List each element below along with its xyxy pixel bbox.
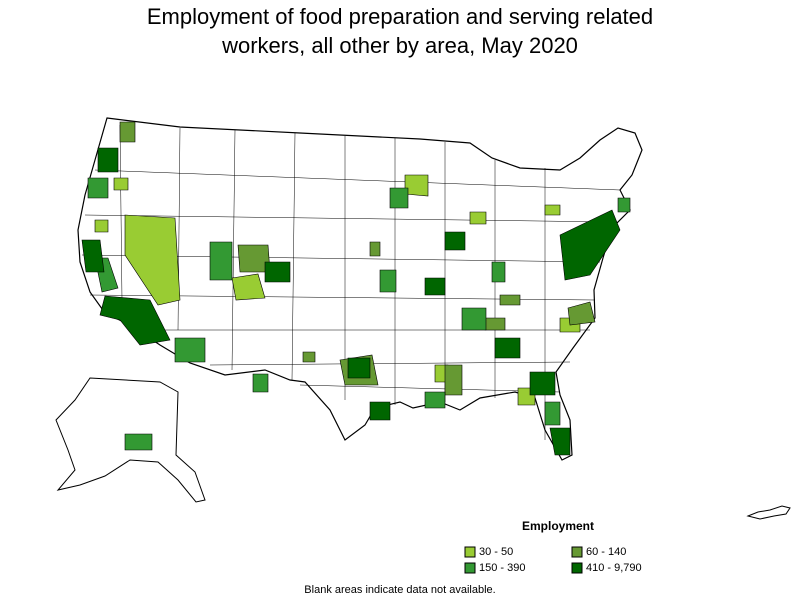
area-arizona-south — [174, 337, 206, 363]
area-washington-north — [119, 121, 136, 143]
legend-swatches — [464, 546, 583, 574]
area-florida-south — [549, 427, 571, 456]
area-pennsylvania-west — [544, 204, 561, 216]
area-bay-area — [81, 239, 105, 273]
legend-label-30-50: 30 - 50 — [479, 546, 514, 558]
area-seattle — [97, 147, 119, 173]
area-eastern-colorado — [231, 273, 266, 301]
area-oregon-central — [94, 219, 109, 233]
area-north-dakota — [404, 174, 429, 197]
area-alabama-south — [424, 391, 446, 409]
area-kentucky — [499, 294, 521, 306]
legend-swatch-30-50 — [464, 546, 476, 558]
area-missouri — [461, 307, 487, 331]
legend-swatch-410-9790 — [571, 562, 583, 574]
legend-label-410-9790: 410 - 9,790 — [586, 562, 642, 574]
legend-swatch-60-140 — [571, 546, 583, 558]
area-dallas — [347, 357, 371, 379]
area-utah-north — [209, 241, 233, 281]
legend-title: Employment — [522, 519, 595, 533]
area-alaska-anchorage — [124, 433, 153, 451]
blank-areas-note: Blank areas indicate data not available. — [304, 584, 496, 596]
title-line-1: Employment of food preparation and servi… — [146, 4, 654, 29]
area-oregon-west — [87, 177, 109, 199]
area-florida-north — [529, 371, 556, 396]
area-southern-california — [99, 295, 171, 346]
area-carolinas — [567, 301, 596, 326]
legend-swatch-150-390 — [464, 562, 476, 574]
area-new-mexico-south — [252, 373, 269, 393]
area-houston — [369, 401, 391, 421]
area-indiana — [491, 261, 506, 283]
area-minnesota — [389, 187, 409, 209]
area-northeast-corridor — [559, 209, 621, 281]
hawaii-outline — [746, 505, 791, 520]
area-michigan-north — [469, 211, 487, 225]
area-kansas — [379, 269, 397, 293]
area-florida-central — [544, 401, 561, 426]
area-iowa — [369, 241, 381, 257]
area-atlanta — [494, 337, 521, 359]
area-st-louis — [424, 277, 446, 296]
data-areas — [81, 121, 631, 456]
map-title: Employment of food preparation and servi… — [0, 2, 800, 60]
area-west-texas — [302, 351, 316, 363]
area-louisiana — [444, 364, 463, 396]
area-nevada — [124, 214, 181, 306]
legend-label-60-140: 60 - 140 — [586, 546, 627, 558]
area-eastern-washington — [113, 177, 129, 191]
legend-label-150-390: 150 - 390 — [479, 562, 526, 574]
area-tennessee — [484, 317, 506, 331]
area-chicago — [444, 231, 466, 251]
area-denver — [264, 261, 291, 283]
title-line-2: workers, all other by area, May 2020 — [222, 33, 578, 58]
area-maine — [617, 197, 631, 213]
